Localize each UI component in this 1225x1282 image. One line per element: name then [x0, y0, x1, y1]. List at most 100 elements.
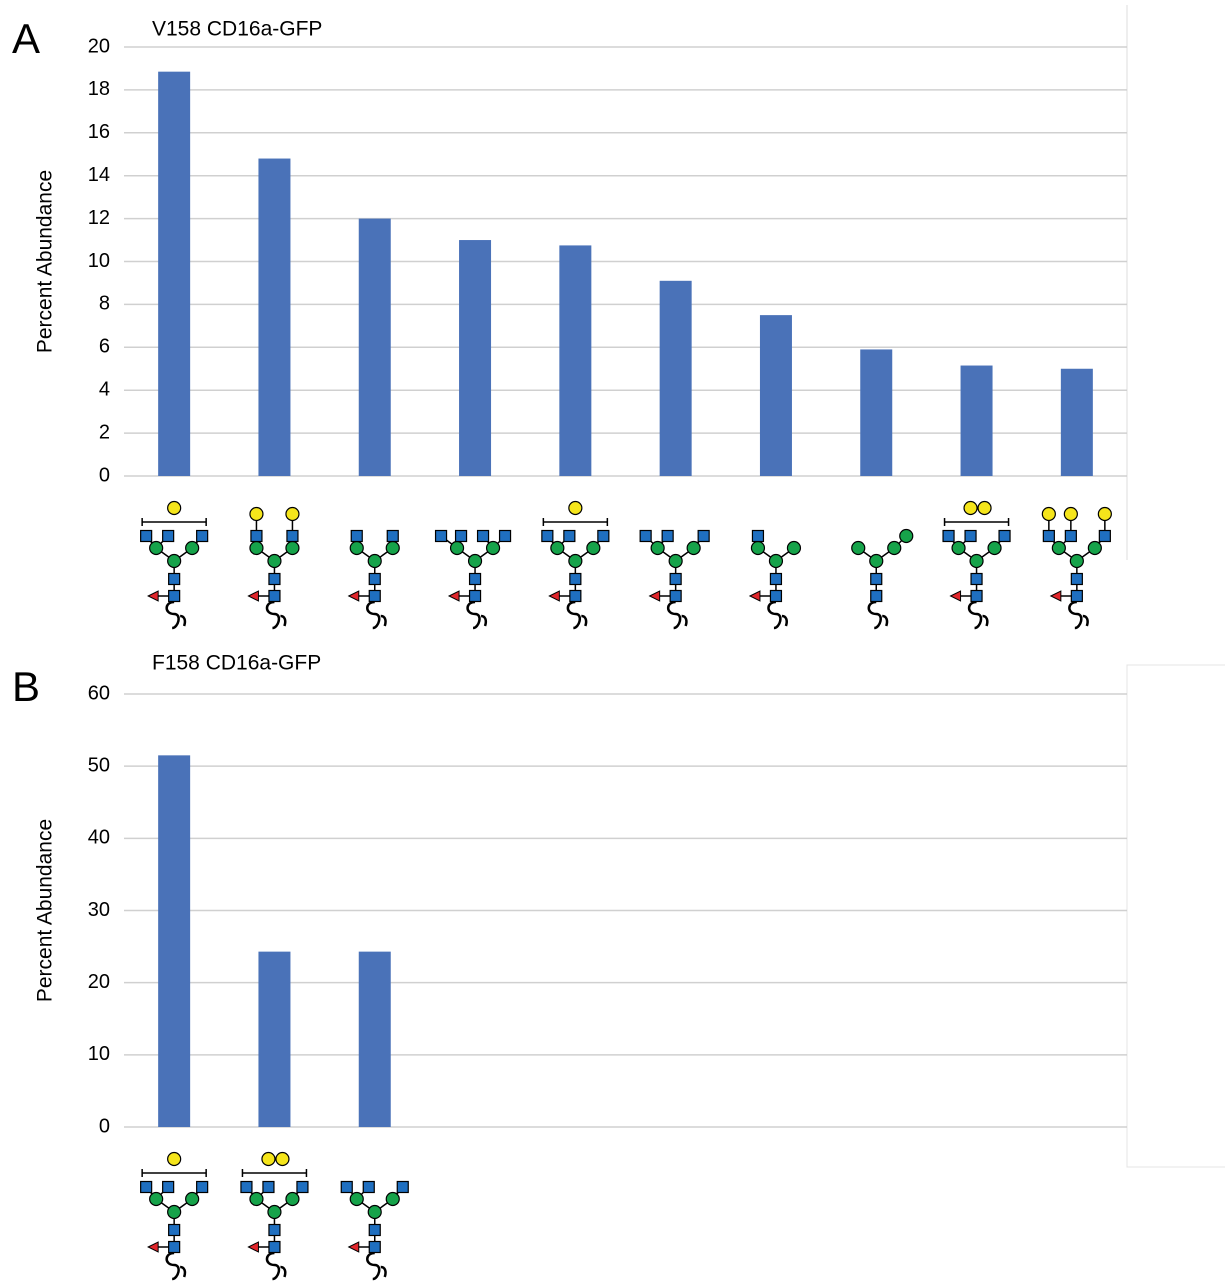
bar	[559, 245, 591, 476]
bar	[258, 952, 290, 1127]
glycan-residue	[871, 574, 882, 585]
glycan-residue	[197, 531, 208, 542]
glycan-icon	[341, 1182, 408, 1280]
glycan-residue	[687, 542, 700, 555]
glycan-residue	[469, 555, 482, 568]
glycan-residue	[570, 574, 581, 585]
glycan-residue	[770, 591, 781, 602]
y-tick-label: 14	[88, 164, 110, 186]
y-tick-label: 8	[99, 293, 110, 315]
glycan-residue	[470, 591, 481, 602]
glycan-residue	[276, 1153, 289, 1166]
glycan-residue	[587, 542, 600, 555]
y-tick-label: 18	[88, 78, 110, 100]
glycan-residue	[269, 591, 280, 602]
glycan-residue	[141, 1182, 152, 1193]
glycan-stem	[167, 602, 185, 628]
y-tick-label: 20	[88, 971, 110, 993]
glycan-residue	[163, 531, 174, 542]
glycan-residue	[350, 542, 363, 555]
glycan-stem	[267, 602, 285, 628]
glycan-stem	[267, 1253, 285, 1279]
y-tick-label: 6	[99, 336, 110, 358]
glycan-icon	[141, 502, 208, 629]
glycan-residue	[341, 1182, 352, 1193]
y-tick-label: 0	[99, 1115, 110, 1137]
glycan-icon	[542, 502, 609, 629]
y-tick-label: 12	[88, 207, 110, 229]
glycan-residue	[250, 1193, 263, 1206]
glycan-residue	[871, 591, 882, 602]
glycan-residue	[369, 1242, 380, 1253]
glycan-residue	[456, 531, 467, 542]
glycan-residue	[1043, 531, 1054, 542]
bar	[158, 755, 190, 1127]
panel-label: A	[12, 15, 40, 62]
glycan-residue	[952, 542, 965, 555]
glycan-residue	[1065, 531, 1076, 542]
glycan-residue	[650, 591, 660, 601]
glycan-residue	[988, 542, 1001, 555]
glycan-residue	[999, 531, 1010, 542]
glycan-residue	[651, 542, 664, 555]
glycan-residue	[669, 555, 682, 568]
y-tick-label: 4	[99, 378, 110, 400]
y-tick-label: 20	[88, 35, 110, 57]
glycan-residue	[250, 508, 263, 521]
glycan-residue	[269, 1225, 280, 1236]
glycan-residue	[268, 555, 281, 568]
glycan-icon	[248, 508, 299, 629]
bar	[860, 349, 892, 476]
glycan-icon	[1042, 508, 1111, 629]
figure: AV158 CD16a-GFPPercent Abundance02468101…	[0, 0, 1225, 1282]
glycan-residue	[168, 1153, 181, 1166]
glycan-icon	[852, 530, 913, 629]
glycan-residue	[141, 531, 152, 542]
glycan-residue	[351, 531, 362, 542]
glycan-residue	[1064, 508, 1077, 521]
glycan-residue	[241, 1182, 252, 1193]
glycan-residue	[251, 531, 262, 542]
glycan-icon	[241, 1153, 308, 1280]
glycan-residue	[150, 542, 163, 555]
glycan-residue	[965, 531, 976, 542]
glycan-stem	[367, 1253, 385, 1279]
chart-title: V158 CD16a-GFP	[152, 18, 322, 41]
glycan-residue	[888, 542, 901, 555]
glycan-stem	[167, 1253, 185, 1279]
glycan-residue	[349, 591, 359, 601]
glycan-residue	[163, 1182, 174, 1193]
glycan-residue	[670, 591, 681, 602]
glycan-residue	[569, 502, 582, 515]
glycan-residue	[169, 1242, 180, 1253]
glycan-residue	[286, 508, 299, 521]
glycan-residue	[500, 531, 511, 542]
glycan-stem	[969, 602, 987, 628]
glycan-residue	[369, 591, 380, 602]
y-tick-label: 16	[88, 121, 110, 143]
glycan-residue	[870, 555, 883, 568]
glycan-residue	[148, 591, 158, 601]
glycan-residue	[248, 1242, 258, 1252]
bar	[359, 952, 391, 1127]
glycan-residue	[297, 1182, 308, 1193]
glycan-residue	[751, 542, 764, 555]
frame-edge	[1127, 665, 1225, 1167]
glycan-icon	[750, 531, 801, 629]
glycan-residue	[542, 531, 553, 542]
glycan-residue	[169, 591, 180, 602]
glycan-residue	[186, 542, 199, 555]
y-tick-label: 60	[88, 682, 110, 704]
glycan-residue	[397, 1182, 408, 1193]
glycan-residue	[564, 531, 575, 542]
glycan-residue	[350, 1193, 363, 1206]
glycan-residue	[169, 574, 180, 585]
glycan-residue	[1052, 542, 1065, 555]
bar	[158, 72, 190, 476]
glycan-residue	[248, 591, 258, 601]
bar	[760, 315, 792, 476]
glycan-residue	[662, 531, 673, 542]
glycan-residue	[369, 1225, 380, 1236]
glycan-residue	[286, 542, 299, 555]
bar	[359, 219, 391, 476]
